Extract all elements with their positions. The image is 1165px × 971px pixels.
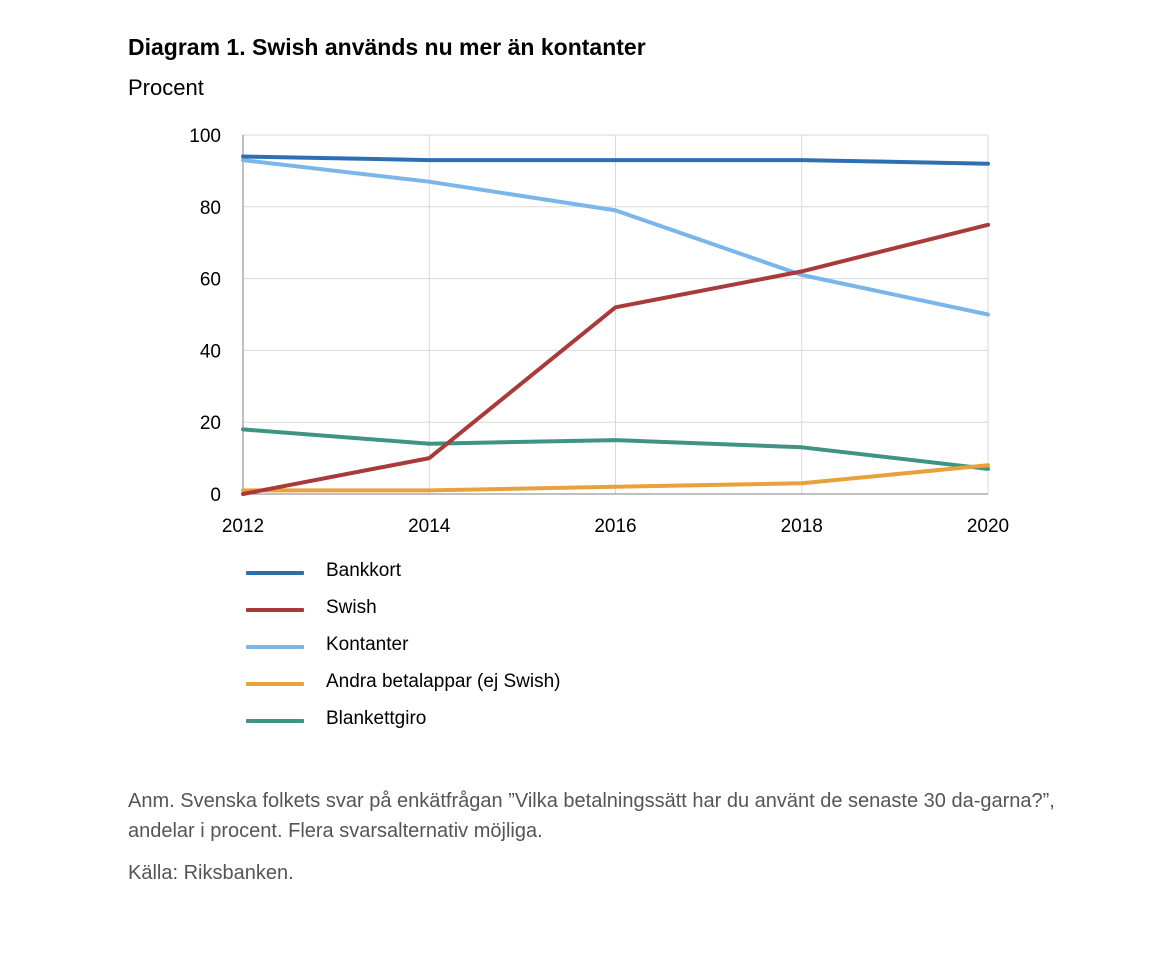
y-tick-label: 60 xyxy=(200,270,221,291)
chart-title: Diagram 1. Swish används nu mer än konta… xyxy=(128,34,646,60)
y-tick-label: 40 xyxy=(200,341,221,362)
legend-swatch xyxy=(246,571,304,575)
legend-swatch xyxy=(246,608,304,612)
legend-label: Kontanter xyxy=(326,634,409,655)
chart-unit-label: Procent xyxy=(128,75,204,100)
series-line-bankkort xyxy=(241,154,990,166)
line-chart: 0 20 40 60 80 100 2012 2014 2016 2018 2020 xyxy=(189,126,1009,537)
series-line-kontanter xyxy=(241,158,990,317)
chart-note: Anm. Svenska folkets svar på enkätfrågan… xyxy=(128,790,1055,842)
y-tick-label: 0 xyxy=(210,485,221,506)
legend-label: Swish xyxy=(326,597,377,618)
x-tick-label: 2014 xyxy=(408,516,451,537)
legend-swatch xyxy=(246,682,304,686)
series-line-andra-betalappar-ej-swish xyxy=(241,463,990,493)
x-tick-label: 2020 xyxy=(967,516,1009,537)
chart-source: Källa: Riksbanken. xyxy=(128,862,294,884)
legend-label: Bankkort xyxy=(326,560,401,581)
x-tick-label: 2018 xyxy=(781,516,823,537)
legend-swatch xyxy=(246,719,304,723)
legend-label: Andra betalappar (ej Swish) xyxy=(326,671,561,692)
series-line-swish xyxy=(241,222,990,496)
y-tick-label: 80 xyxy=(200,198,221,219)
x-tick-label: 2012 xyxy=(222,516,264,537)
y-tick-label: 20 xyxy=(200,413,221,434)
y-tick-label: 100 xyxy=(189,126,221,147)
x-tick-label: 2016 xyxy=(594,516,636,537)
legend-swatch xyxy=(246,645,304,649)
series-line-blankettgiro xyxy=(241,427,990,471)
legend-label: Blankettgiro xyxy=(326,708,427,729)
